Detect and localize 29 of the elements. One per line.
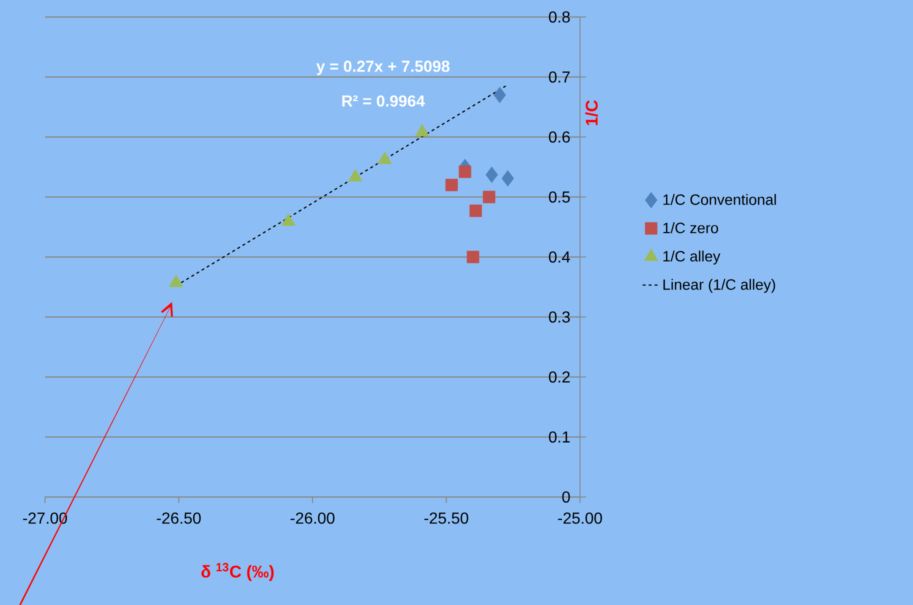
x-axis-title: δ $^{13}$C (‰): [201, 562, 274, 581]
legend-label: 1/C zero: [663, 222, 718, 234]
legend-label: Linear (1/C alley): [663, 278, 776, 293]
annotation: y = 0.27x + 7.5098: [316, 60, 450, 75]
point: [502, 170, 514, 186]
point: [494, 86, 506, 103]
x-tick-label: -25.00: [558, 512, 602, 524]
x-tick-label: -26.00: [290, 512, 334, 524]
y-tick-label: 0.1: [548, 431, 570, 442]
point: [445, 178, 458, 191]
point: [482, 190, 496, 203]
y-tick-label: 0.4: [548, 251, 570, 262]
y-tick-label: 0.2: [548, 371, 570, 382]
x-tick-label: -25.50: [424, 512, 468, 524]
x-tick-label: -26.50: [156, 512, 201, 524]
y-tick-label: 0.8: [548, 11, 570, 22]
y-tick-label: 0.7: [548, 71, 570, 82]
point: [469, 204, 482, 217]
y-tick-label: 0.6: [548, 131, 570, 142]
point: [486, 166, 498, 183]
y-tick-label: 0.5: [548, 191, 570, 202]
point: [466, 250, 480, 263]
annotation: R² = 0.9964: [342, 95, 425, 106]
y-axis-title: 1/C: [585, 100, 598, 125]
y-tick-label: 0.3: [548, 311, 570, 322]
legend-label: 1/C alley: [663, 250, 720, 264]
point: [458, 165, 472, 178]
legend-label: 1/C Conventional: [663, 194, 776, 205]
y-tick-label: 0: [562, 491, 570, 502]
